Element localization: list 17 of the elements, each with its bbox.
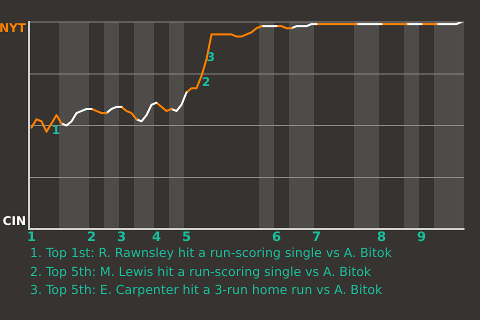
x-tick-label: 9 [416,230,426,246]
text: 2. Top 5th: M. Lewis hit a run-scoring single vs A. Bitok [30,262,372,281]
x-tick-label: 4 [152,230,162,246]
x-tick-label: 2 [86,230,96,246]
x-tick-label: 5 [182,230,192,246]
annotation: 1 [52,123,60,138]
text: CIN [2,214,26,228]
x-tick-label: 8 [376,230,386,246]
annotation: 2 [202,75,210,90]
x-tick-label: 6 [272,230,282,246]
x-tick-label: 3 [116,230,126,246]
annotation: 3 [206,50,216,64]
x-tick-label: 1 [26,230,36,246]
text: 1. Top 1st: R. Rawnsley hit a run-scoring single vs A. Bitok [30,244,392,262]
x-tick-label: 7 [312,230,322,246]
text: NYT [0,21,27,36]
text: 3. Top 5th: E. Carpenter hit a 3-run home run vs A. Bitok [30,281,384,299]
